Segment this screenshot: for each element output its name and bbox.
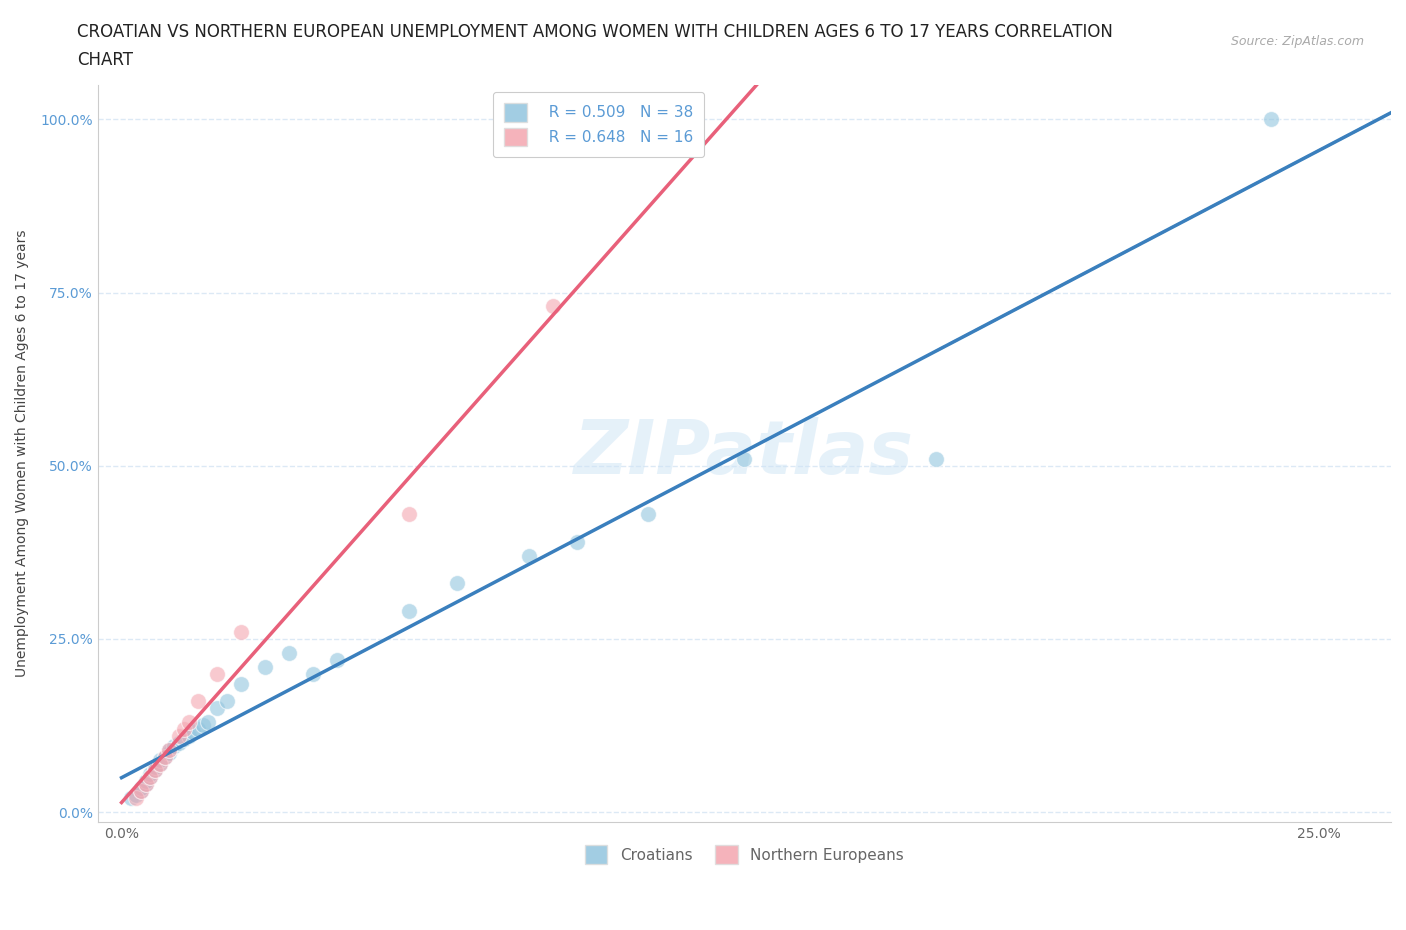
Point <box>565 535 588 550</box>
Point <box>159 742 181 757</box>
Point <box>231 676 253 691</box>
Point <box>541 299 564 313</box>
Point <box>143 763 166 777</box>
Point <box>167 728 190 743</box>
Point <box>125 788 148 803</box>
Point <box>207 700 229 715</box>
Y-axis label: Unemployment Among Women with Children Ages 6 to 17 years: Unemployment Among Women with Children A… <box>15 230 30 677</box>
Point <box>207 666 229 681</box>
Point <box>159 742 181 757</box>
Point <box>125 790 148 805</box>
Point <box>215 694 238 709</box>
Point <box>302 666 325 681</box>
Point <box>143 760 166 775</box>
Point <box>139 770 162 785</box>
Point <box>129 784 152 799</box>
Point <box>149 756 172 771</box>
Point <box>733 451 755 466</box>
Point <box>1260 112 1282 126</box>
Point <box>278 645 301 660</box>
Text: CHART: CHART <box>77 51 134 69</box>
Point <box>637 507 659 522</box>
Point <box>177 714 200 729</box>
Point <box>163 738 186 753</box>
Point <box>183 725 205 740</box>
Point <box>398 604 420 618</box>
Point <box>149 756 172 771</box>
Text: Source: ZipAtlas.com: Source: ZipAtlas.com <box>1230 35 1364 48</box>
Point <box>517 549 540 564</box>
Point <box>139 766 162 781</box>
Point <box>197 714 219 729</box>
Point <box>177 728 200 743</box>
Point <box>173 722 195 737</box>
Point <box>398 507 420 522</box>
Point <box>187 722 209 737</box>
Point <box>254 659 277 674</box>
Text: ZIPatlas: ZIPatlas <box>574 417 914 490</box>
Point <box>149 752 172 767</box>
Point <box>129 784 152 799</box>
Point <box>153 750 176 764</box>
Legend: Croatians, Northern Europeans: Croatians, Northern Europeans <box>578 839 910 870</box>
Point <box>159 746 181 761</box>
Point <box>231 625 253 640</box>
Point <box>326 652 349 667</box>
Point <box>134 777 156 791</box>
Point <box>134 777 156 791</box>
Text: CROATIAN VS NORTHERN EUROPEAN UNEMPLOYMENT AMONG WOMEN WITH CHILDREN AGES 6 TO 1: CROATIAN VS NORTHERN EUROPEAN UNEMPLOYME… <box>77 23 1114 41</box>
Point <box>167 736 190 751</box>
Point <box>134 774 156 789</box>
Point <box>173 732 195 747</box>
Point <box>925 451 948 466</box>
Point <box>153 750 176 764</box>
Point <box>139 770 162 785</box>
Point <box>129 780 152 795</box>
Point <box>143 763 166 777</box>
Point <box>191 718 214 733</box>
Point <box>187 694 209 709</box>
Point <box>120 790 142 805</box>
Point <box>446 576 468 591</box>
